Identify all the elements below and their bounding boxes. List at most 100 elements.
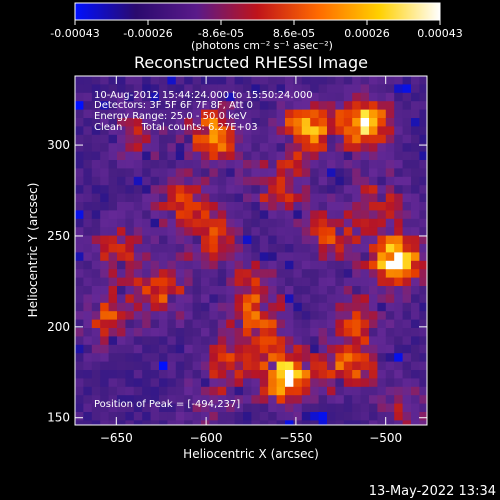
heatmap-cell — [293, 218, 303, 228]
heatmap-cell — [209, 328, 219, 337]
heatmap-cell — [360, 244, 370, 253]
heatmap-cell — [192, 118, 202, 127]
heatmap-cell — [243, 109, 252, 119]
heatmap-cell — [133, 260, 143, 270]
heatmap-cell — [167, 252, 177, 262]
heatmap-cell — [125, 252, 135, 262]
heatmap-cell — [411, 395, 420, 404]
heatmap-cell — [184, 235, 193, 245]
heatmap-cell — [133, 386, 143, 396]
heatmap-cell — [268, 286, 277, 295]
heatmap-cell — [419, 328, 427, 337]
heatmap-cell — [91, 286, 101, 295]
heatmap-cell — [159, 269, 168, 278]
heatmap-cell — [360, 193, 370, 203]
heatmap-cell — [301, 193, 311, 203]
heatmap-cell — [276, 252, 286, 262]
heatmap-cell — [226, 118, 235, 127]
heatmap-cell — [226, 185, 235, 194]
heatmap-cell — [201, 134, 210, 144]
heatmap-cell — [251, 311, 261, 320]
heatmap-cell — [251, 420, 261, 425]
heatmap-cell — [117, 176, 126, 186]
heatmap-cell — [327, 252, 336, 262]
heatmap-cell — [234, 84, 244, 94]
heatmap-cell — [108, 336, 118, 346]
heatmap-cell — [117, 294, 126, 304]
heatmap-cell — [318, 353, 328, 362]
heatmap-cell — [226, 378, 235, 388]
heatmap-cell — [411, 202, 420, 211]
heatmap-cell — [175, 126, 185, 136]
heatmap-cell — [184, 134, 193, 144]
heatmap-cell — [234, 151, 244, 161]
heatmap-cell — [327, 218, 336, 228]
heatmap-cell — [335, 84, 345, 94]
heatmap-cell — [310, 412, 319, 421]
heatmap-cell — [234, 286, 244, 295]
heatmap-cell — [310, 302, 319, 312]
heatmap-cell — [335, 269, 345, 278]
heatmap-cell — [117, 244, 126, 253]
x-axis-label: Heliocentric X (arcsec) — [183, 447, 319, 461]
heatmap-cell — [318, 202, 328, 211]
heatmap-cell — [150, 244, 160, 253]
heatmap-cell — [385, 101, 395, 110]
heatmap-cell — [259, 134, 269, 144]
heatmap-cell — [369, 378, 378, 388]
heatmap-cell — [377, 126, 387, 136]
heatmap-cell — [184, 84, 193, 94]
heatmap-cell — [133, 126, 143, 136]
heatmap-cell — [419, 134, 427, 144]
heatmap-cell — [83, 302, 93, 312]
heatmap-cell — [276, 294, 286, 304]
heatmap-cell — [192, 109, 202, 119]
heatmap-cell — [268, 218, 277, 228]
heatmap-cell — [327, 202, 336, 211]
heatmap-cell — [142, 118, 151, 127]
heatmap-cell — [150, 202, 160, 211]
heatmap-cell — [243, 412, 252, 421]
heatmap-cell — [360, 378, 370, 388]
heatmap-cell — [419, 370, 427, 379]
heatmap-cell — [234, 378, 244, 388]
heatmap-cell — [251, 412, 261, 421]
heatmap-cell — [192, 126, 202, 136]
heatmap-cell — [167, 143, 177, 152]
heatmap-cell — [352, 286, 361, 295]
heatmap-cell — [343, 227, 353, 236]
heatmap-cell — [100, 118, 109, 127]
heatmap-cell — [175, 403, 185, 413]
heatmap-cell — [150, 302, 160, 312]
heatmap-cell — [327, 76, 336, 85]
heatmap-cell — [226, 277, 235, 287]
heatmap-cell — [91, 168, 101, 178]
heatmap-cell — [217, 412, 227, 421]
heatmap-cell — [352, 370, 361, 379]
heatmap-cell — [377, 176, 387, 186]
heatmap-cell — [276, 328, 286, 337]
heatmap-cell — [385, 395, 395, 404]
heatmap-cell — [167, 260, 177, 270]
heatmap-cell — [91, 302, 101, 312]
heatmap-cell — [301, 294, 311, 304]
heatmap-cell — [75, 109, 84, 119]
heatmap-cell — [293, 118, 303, 127]
heatmap-cell — [133, 134, 143, 144]
heatmap-cell — [226, 227, 235, 236]
heatmap-cell — [419, 92, 427, 102]
heatmap-cell — [394, 185, 403, 194]
heatmap-cell — [360, 328, 370, 337]
heatmap-cell — [201, 193, 210, 203]
heatmap-cell — [91, 311, 101, 320]
heatmap-cell — [411, 370, 420, 379]
heatmap-cell — [217, 109, 227, 119]
heatmap-cell — [192, 76, 202, 85]
heatmap-cell — [301, 412, 311, 421]
heatmap-cell — [125, 361, 135, 371]
heatmap-cell — [419, 344, 427, 354]
heatmap-cell — [192, 294, 202, 304]
heatmap-cell — [301, 260, 311, 270]
heatmap-cell — [310, 294, 319, 304]
heatmap-cell — [184, 344, 193, 354]
